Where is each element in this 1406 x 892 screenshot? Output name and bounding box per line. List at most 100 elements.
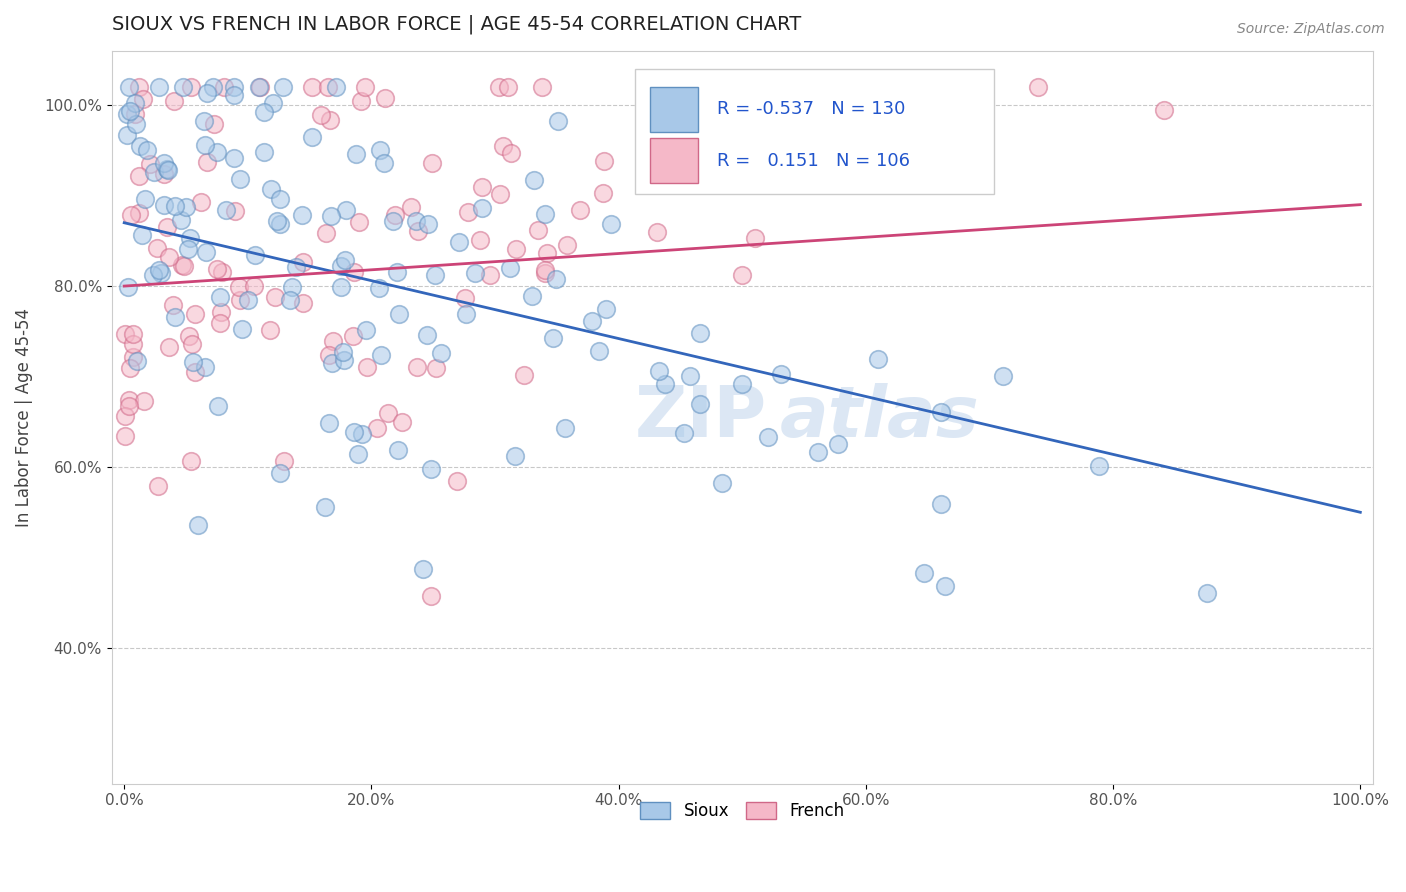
Point [385, 264, 408, 278]
Point [505, 242, 527, 256]
Point [416, 328, 439, 343]
Point [122, 337, 145, 351]
Point [347, 215, 370, 229]
Point [654, 377, 676, 392]
Point [124, 96, 146, 111]
Point [456, 307, 478, 321]
Point [309, 108, 332, 122]
Point [197, 87, 219, 101]
Point [162, 298, 184, 312]
Point [195, 245, 218, 260]
Point [269, 192, 291, 206]
FancyBboxPatch shape [636, 70, 994, 194]
Point [132, 393, 155, 408]
Point [464, 266, 486, 280]
Point [117, 279, 139, 293]
Point [187, 518, 209, 533]
Point [247, 80, 270, 95]
Point [797, 80, 820, 95]
Point [114, 327, 136, 342]
Point [471, 201, 494, 215]
Point [122, 326, 145, 341]
Point [243, 247, 266, 261]
Point [827, 436, 849, 450]
Point [163, 94, 186, 108]
Point [471, 179, 494, 194]
Point [991, 368, 1014, 383]
Point [153, 198, 176, 212]
Point [208, 289, 231, 303]
Point [142, 268, 165, 282]
Point [934, 579, 956, 593]
Point [184, 366, 207, 380]
Point [343, 265, 366, 279]
Point [195, 154, 218, 169]
Point [416, 217, 439, 231]
Point [343, 425, 366, 440]
Point [912, 566, 935, 580]
Point [118, 361, 141, 376]
Point [412, 562, 434, 576]
Point [253, 145, 276, 159]
Point [271, 80, 294, 95]
Point [148, 80, 170, 95]
Point [354, 323, 377, 337]
Point [332, 345, 354, 359]
Point [318, 348, 340, 362]
Point [593, 153, 616, 168]
Point [114, 409, 136, 423]
Point [231, 322, 253, 336]
Point [325, 80, 347, 95]
Point [228, 293, 250, 308]
Point [408, 224, 430, 238]
Point [531, 80, 554, 95]
Point [489, 186, 512, 201]
Point [146, 241, 169, 255]
Point [136, 143, 159, 157]
Point [118, 392, 141, 407]
Point [132, 92, 155, 106]
Point [180, 80, 202, 95]
Point [1195, 586, 1218, 600]
Point [205, 262, 228, 277]
Point [384, 208, 406, 222]
Point [769, 367, 792, 381]
Point [333, 252, 356, 267]
Point [318, 416, 340, 430]
Point [229, 171, 252, 186]
Point [179, 230, 201, 244]
Point [128, 138, 150, 153]
Point [592, 186, 614, 200]
Point [342, 328, 364, 343]
Point [534, 207, 557, 221]
Point [405, 213, 427, 227]
Point [224, 152, 246, 166]
Point [479, 268, 502, 283]
Point [291, 208, 314, 222]
Point [316, 80, 339, 95]
Point [236, 293, 259, 308]
Point [758, 430, 780, 444]
Point [114, 428, 136, 442]
Point [177, 242, 200, 256]
Point [170, 213, 193, 227]
Point [387, 442, 409, 457]
Point [157, 250, 180, 264]
Point [929, 405, 952, 419]
Point [156, 161, 179, 176]
Point [356, 360, 378, 375]
Point [866, 352, 889, 367]
Point [205, 145, 228, 159]
Point [118, 80, 141, 95]
Point [499, 260, 522, 275]
Point [128, 80, 150, 95]
Point [689, 326, 711, 340]
Point [533, 266, 555, 280]
Point [600, 217, 623, 231]
Point [492, 139, 515, 153]
Point [1153, 103, 1175, 118]
Point [344, 146, 367, 161]
Point [730, 376, 752, 391]
Point [291, 255, 314, 269]
Point [354, 80, 377, 95]
